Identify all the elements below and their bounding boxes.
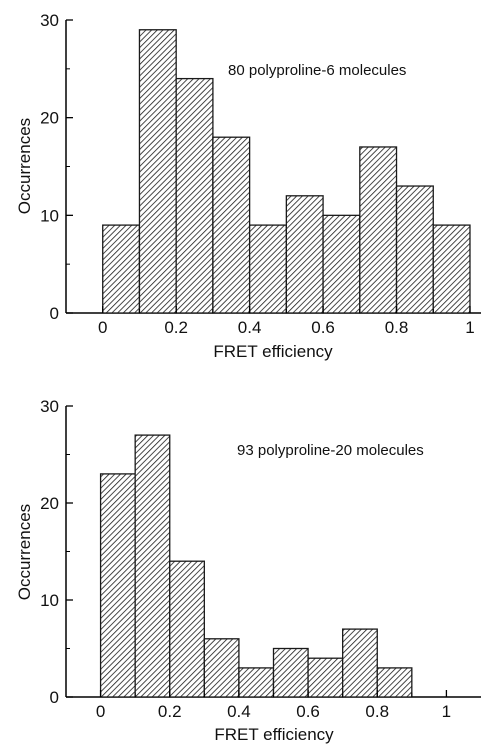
bottom-bar-5 [272,647,309,698]
top-bar-9 [432,224,471,314]
top-y-ticks: 0 10 20 30 [40,11,73,323]
bottom-x-axis-label: FRET efficiency [214,725,334,744]
top-bars [102,29,471,314]
top-bar-5 [285,195,324,314]
top-x-tick-label-4: 0.8 [385,318,409,337]
top-x-ticks: 0 0.2 0.4 0.6 0.8 1 [98,306,475,337]
bottom-x-tick-label-1: 0.2 [158,702,182,721]
top-x-tick-label-3: 0.6 [311,318,335,337]
top-y-tick-label-2: 20 [40,109,59,128]
bottom-bar-1 [134,434,171,698]
bottom-histogram-panel: 0 0.2 0.4 0.6 0.8 1 0 10 20 30 93 polyproline-20… [15,397,481,744]
bottom-x-tick-label-0: 0 [96,702,105,721]
bottom-x-tick-label-3: 0.6 [296,702,320,721]
top-bar-1 [138,29,177,314]
bottom-y-tick-label-3: 30 [40,397,59,416]
top-bar-6 [322,214,361,314]
top-bar-2 [175,77,214,314]
bottom-bar-0 [99,473,136,698]
top-bar-4 [248,224,288,314]
bottom-bars [99,434,413,698]
bottom-bar-6 [307,657,344,698]
bottom-bar-4 [238,667,275,698]
top-y-tick-label-3: 30 [40,11,59,30]
bottom-y-ticks: 0 10 20 30 [40,397,73,707]
bottom-bar-8 [376,667,413,698]
top-y-axis-label: Occurrences [15,118,34,214]
top-annotation: 80 polyproline-6 molecules [228,62,406,79]
top-y-tick-label-1: 10 [40,206,59,225]
top-x-tick-label-1: 0.2 [164,318,188,337]
bottom-x-tick-label-2: 0.4 [227,702,251,721]
top-x-tick-label-0: 0 [98,318,107,337]
top-x-tick-label-2: 0.4 [238,318,262,337]
bottom-y-axis-label: Occurrences [15,504,34,600]
top-bar-8 [395,185,434,314]
bottom-x-tick-label-5: 1 [442,702,451,721]
top-bar-7 [359,146,398,314]
bottom-x-tick-label-4: 0.8 [365,702,389,721]
top-y-tick-label-0: 0 [50,304,59,323]
bottom-x-ticks: 0 0.2 0.4 0.6 0.8 1 [96,690,451,721]
bottom-bar-2 [169,560,205,698]
bottom-y-tick-label-0: 0 [50,688,59,707]
top-bar-3 [212,136,251,314]
top-x-axis-label: FRET efficiency [213,342,333,361]
bottom-y-tick-label-1: 10 [40,591,59,610]
bottom-y-tick-label-2: 20 [40,494,59,513]
top-histogram-panel: 0 0.2 0.4 0.6 0.8 1 0 10 20 30 80 polyproline-6 … [15,11,481,361]
bottom-bar-3 [203,638,240,698]
bottom-annotation: 93 polyproline-20 molecules [237,442,424,459]
top-bar-0 [102,224,141,314]
top-x-tick-label-5: 1 [465,318,474,337]
bottom-bar-7 [342,628,378,698]
